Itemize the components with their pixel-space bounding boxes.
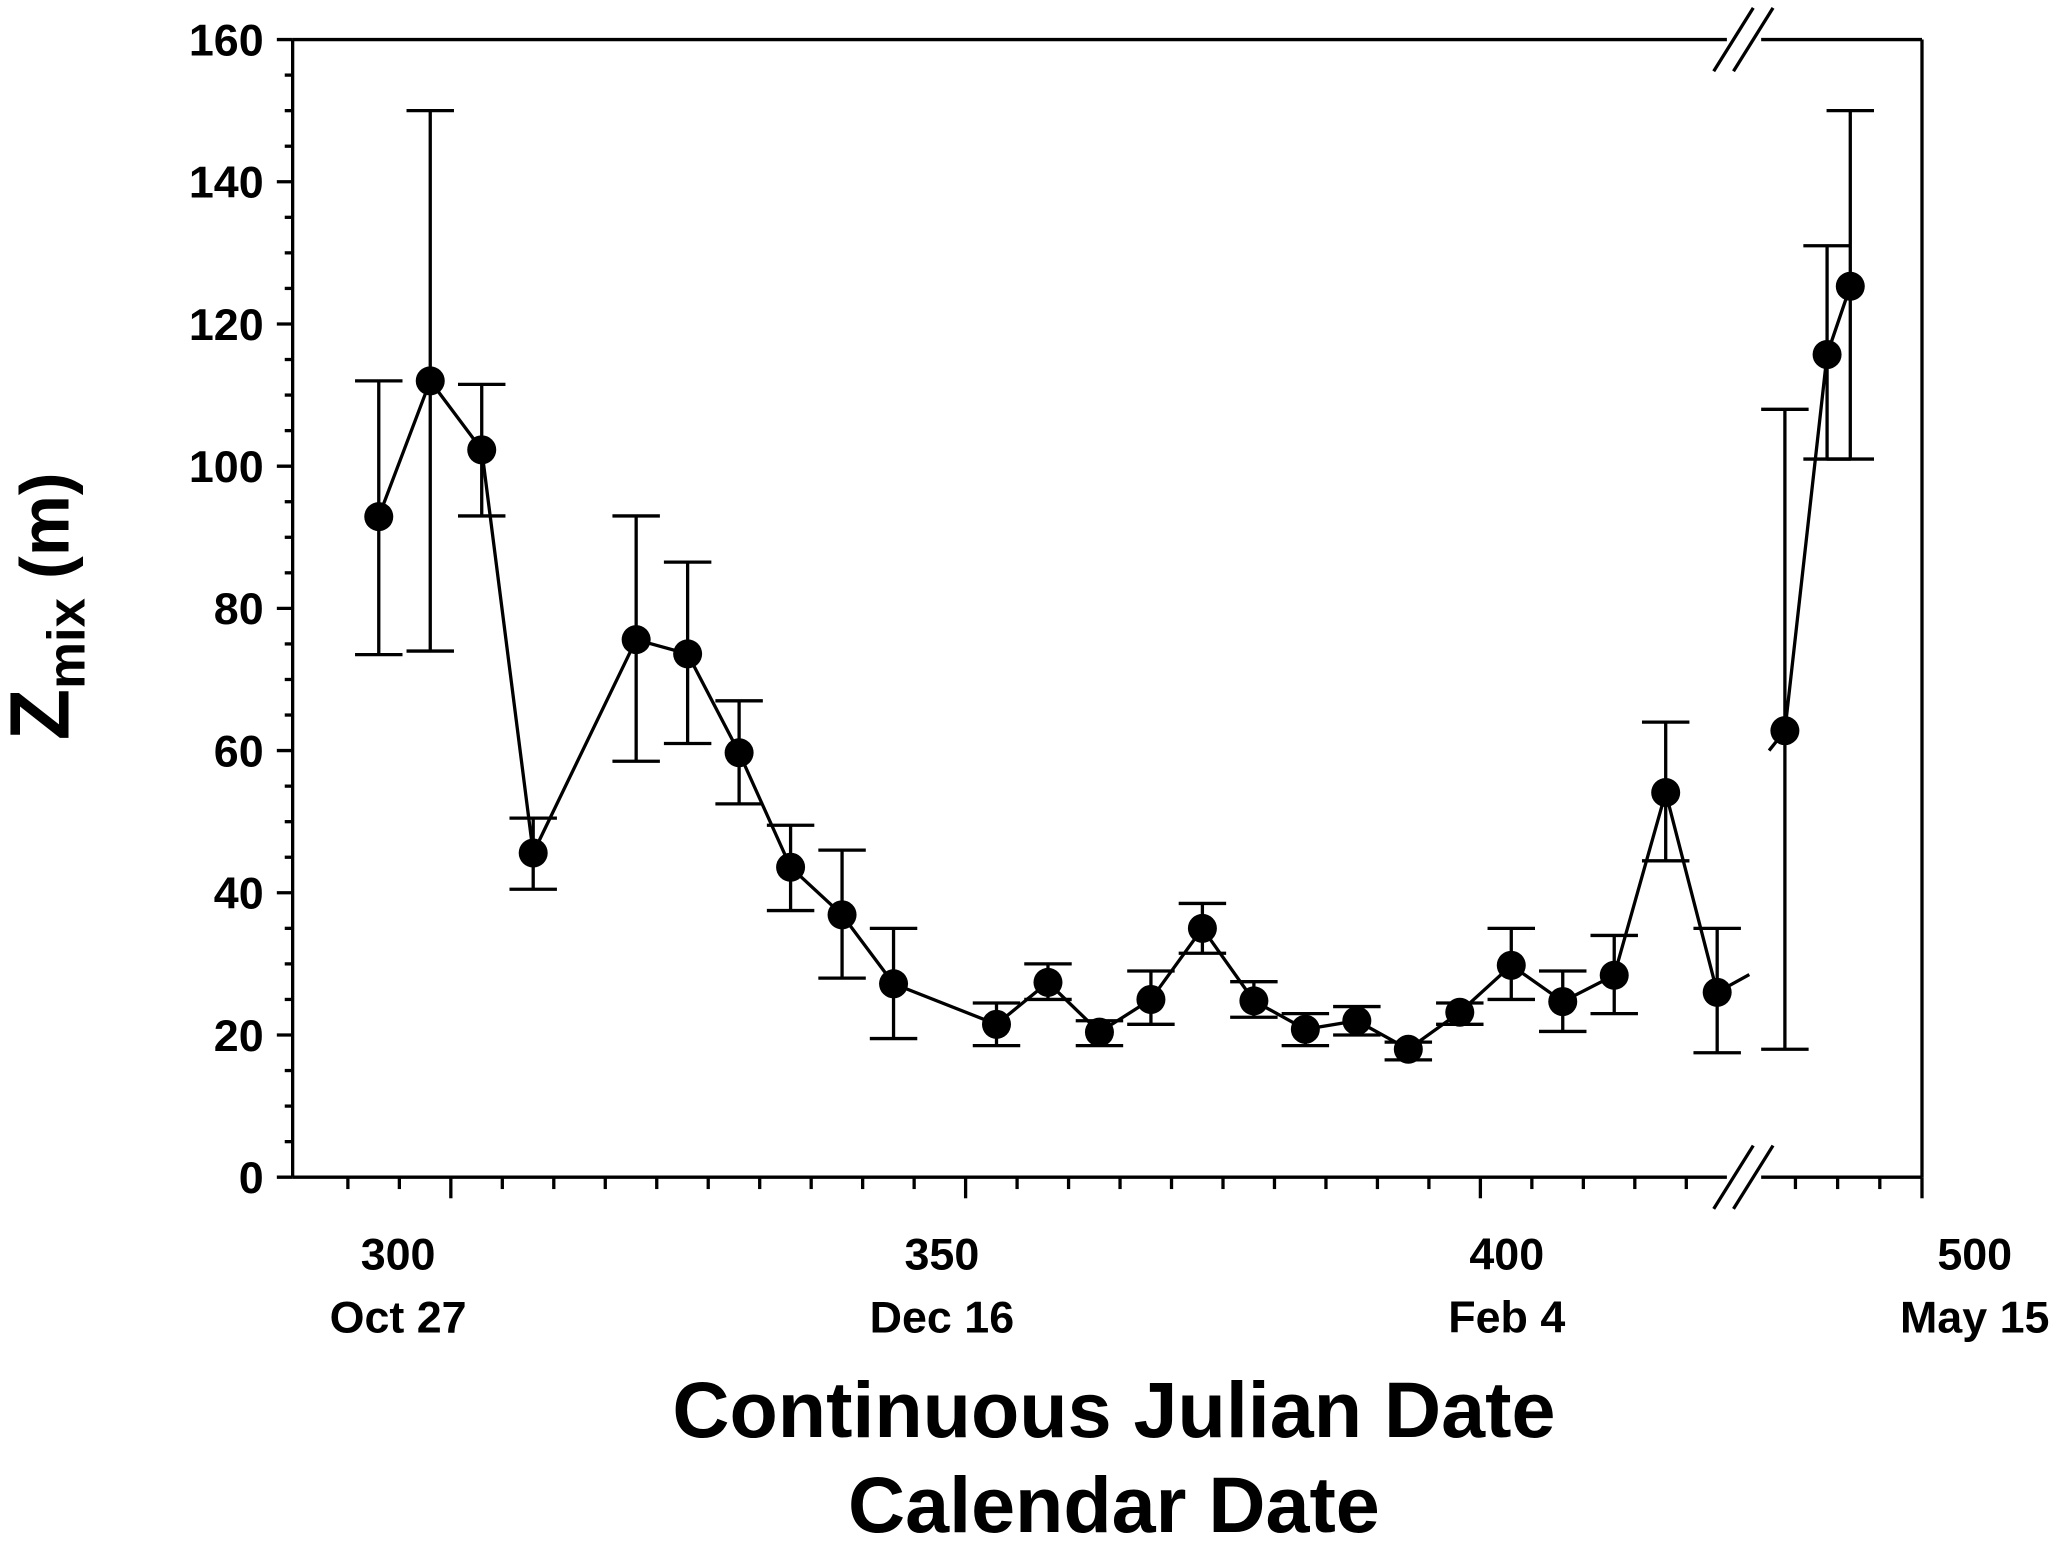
data-point [1136, 984, 1166, 1014]
data-point [879, 969, 909, 999]
data-point [827, 900, 857, 930]
y-tick-label: 20 [214, 1011, 264, 1061]
data-point [415, 366, 445, 396]
data-point [364, 502, 394, 532]
x-axis-title-2: Calendar Date [848, 1460, 1380, 1545]
data-point [1239, 986, 1269, 1016]
data-point [1548, 987, 1578, 1017]
axis-break-mark [1712, 1144, 1755, 1210]
x-tick-label: 400 [1469, 1229, 1544, 1279]
data-point [776, 852, 806, 882]
x-tick-date-label: May 15 [1900, 1293, 2049, 1343]
data-point [621, 625, 651, 655]
data-point [1651, 778, 1681, 808]
y-tick-label: 0 [239, 1153, 264, 1203]
axis-break-mark [1712, 7, 1755, 73]
axis-break-mark [1732, 7, 1775, 73]
ticks: 0 20 40 60 80 100 120 140 160 300 Oct 27 350 Dec 16 4… [189, 15, 2050, 1342]
data-marks [355, 109, 1875, 1064]
data-point [1393, 1034, 1423, 1064]
data-point [1835, 271, 1865, 301]
data-point [981, 1009, 1011, 1039]
data-point [1445, 997, 1475, 1027]
x-tick-date-label: Dec 16 [870, 1293, 1015, 1343]
data-point [1599, 960, 1629, 990]
y-tick-label: 160 [189, 15, 264, 65]
y-axis-title: Zmix (m) [0, 472, 96, 740]
data-point [1033, 967, 1063, 997]
y-tick-label: 80 [214, 584, 264, 634]
data-point [1812, 340, 1842, 370]
y-tick-label: 140 [189, 158, 264, 208]
x-tick-date-label: Feb 4 [1448, 1293, 1565, 1343]
data-point [1290, 1014, 1320, 1044]
data-point [518, 838, 548, 868]
y-tick-label: 100 [189, 442, 264, 492]
y-tick-label: 40 [214, 869, 264, 919]
data-point [467, 435, 497, 465]
data-point [1770, 716, 1800, 746]
data-point [724, 738, 754, 768]
data-point [1084, 1017, 1114, 1047]
data-point [1187, 913, 1217, 943]
x-tick-label: 500 [1937, 1229, 2012, 1279]
y-tick-label: 60 [214, 726, 264, 776]
data-point [1342, 1006, 1372, 1036]
x-axis-title: Continuous Julian Date [672, 1365, 1555, 1454]
x-tick-date-label: Oct 27 [330, 1293, 467, 1343]
data-point [673, 639, 703, 669]
data-point [1496, 950, 1526, 980]
y-tick-label: 120 [189, 300, 264, 350]
series-line-left [377, 377, 1719, 1052]
data-point [1702, 977, 1732, 1007]
x-tick-label: 300 [361, 1229, 436, 1279]
x-tick-label: 350 [904, 1229, 979, 1279]
axis-break-mark [1732, 1144, 1775, 1210]
